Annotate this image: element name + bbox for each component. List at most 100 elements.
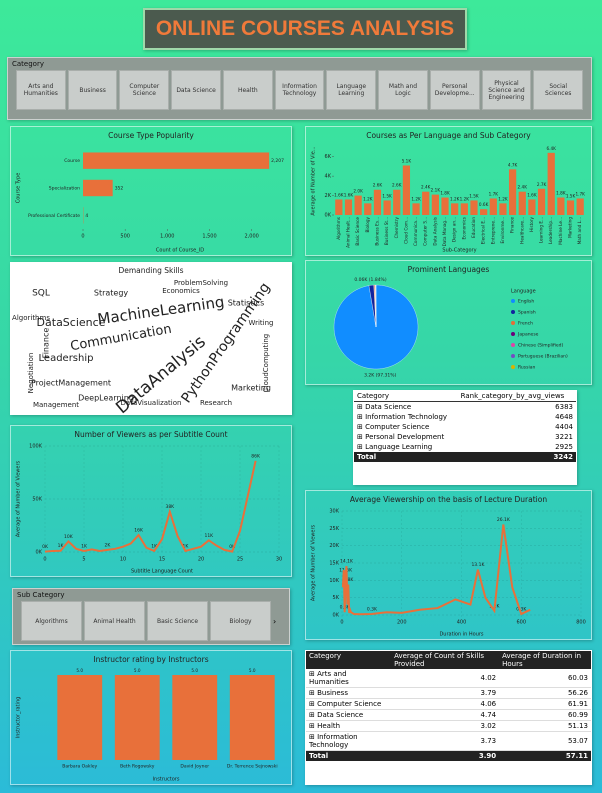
word: CloudComputing	[262, 334, 270, 392]
bar	[335, 199, 343, 215]
legend-label: Chinese (Simplified)	[518, 343, 563, 349]
slicer-button[interactable]: Data Science	[171, 70, 221, 110]
x-tick-label: 20	[198, 557, 204, 563]
bar	[412, 203, 420, 215]
category-slicer: Category Arts and Humanities Business Comp…	[7, 57, 592, 120]
data-label: 0K	[229, 544, 236, 550]
word-cloud: Demanding SkillsMachineLearningDataAnaly…	[12, 266, 274, 418]
data-label: 1.5K	[382, 193, 392, 198]
data-label: 0.3K	[367, 606, 378, 612]
bar	[373, 189, 382, 215]
legend-swatch	[511, 299, 515, 303]
data-label: 2,207	[271, 158, 284, 164]
x-tick-label: Math and L...	[577, 217, 582, 244]
slicer-button[interactable]: Biology	[210, 601, 271, 641]
y-tick-label: 4K	[325, 174, 332, 180]
slicer-button[interactable]: Personal Developme...	[429, 70, 480, 110]
legend-swatch	[511, 365, 515, 369]
slicer-button[interactable]: Language Learning	[326, 70, 377, 110]
data-label: 2.4K	[421, 185, 431, 190]
y-tick-label: 25K	[329, 526, 339, 532]
table-row[interactable]: Information Technology 4648	[354, 412, 576, 422]
legend-swatch	[511, 343, 515, 347]
word: DeepLearning	[78, 394, 134, 403]
x-tick-label: Economics	[461, 217, 466, 239]
legend-label: Japanese	[517, 332, 539, 338]
y-tick-label: 5K	[333, 595, 340, 601]
total-cell: 3.90	[391, 750, 500, 761]
chart-title: Courses as Per Language and Sub Category	[366, 131, 531, 140]
page-title: ONLINE COURSES ANALYSIS	[155, 17, 455, 40]
x-tick-label: Business St...	[384, 217, 389, 245]
slicer-button[interactable]: Basic Science	[147, 601, 208, 641]
slicer-button[interactable]: Information Technology	[274, 70, 325, 110]
slicer-button[interactable]: Algorithms	[21, 601, 82, 641]
chart: Average Viewership on the basis of Lectu…	[311, 495, 586, 638]
bar	[451, 203, 459, 215]
bar	[537, 188, 546, 215]
slicer-button[interactable]: Social Sciences	[533, 70, 584, 110]
bar	[83, 152, 270, 169]
x-tick-label: Entreprene...	[490, 217, 495, 244]
bar	[528, 199, 536, 215]
cell: Information Technology	[354, 412, 458, 422]
table-row[interactable]: Data Science 6383	[354, 402, 576, 413]
y-tick-label: 6K	[325, 154, 332, 160]
word: Management	[33, 401, 79, 409]
data-label: 2.6K	[392, 183, 402, 188]
cell: 61.91	[499, 698, 591, 710]
table-row[interactable]: Computer Science 4404	[354, 422, 576, 432]
bar	[172, 675, 218, 760]
slicer-button[interactable]: Computer Science	[119, 70, 170, 110]
scroll-arrow[interactable]: ›	[273, 616, 277, 626]
data-label: 4	[85, 213, 88, 219]
slicer-button[interactable]: Business	[67, 70, 118, 110]
word: Statistics	[228, 299, 265, 308]
data-label: 2K	[104, 542, 111, 548]
data-label: 1.5K	[566, 193, 576, 198]
chart-panel: Average Viewership on the basis of Lectu…	[305, 490, 592, 640]
x-tick-label: 600	[516, 620, 526, 626]
word: Research	[200, 399, 232, 407]
header-row: Category Rank_category_by_avg_views	[354, 391, 576, 402]
word: DataScience	[37, 316, 106, 329]
word-cloud-panel: Demanding Skills MachineLearning DataAnaly…	[10, 262, 292, 418]
slicer-button[interactable]: Animal Health	[84, 601, 145, 641]
cell: Health	[306, 720, 392, 732]
x-tick-label: Learning E...	[539, 217, 544, 243]
data-label: 1.2K	[450, 196, 460, 201]
data-label: 1.2K	[363, 196, 373, 201]
chart-title: Prominent Languages	[408, 265, 490, 274]
x-tick-label: Computer S...	[423, 217, 428, 246]
data-label: 1.6K	[344, 192, 354, 197]
data-label: 1.6K	[334, 192, 344, 197]
data-label: 5.0	[76, 668, 83, 673]
slicer-button[interactable]: Arts and Humanities	[16, 70, 66, 110]
bar	[431, 194, 439, 215]
word: Finance	[42, 328, 51, 359]
y-axis-title: Instructor_rating	[16, 697, 22, 739]
slicer-button[interactable]: Math and Logic	[378, 70, 428, 110]
x-tick-label: Business Es...	[374, 217, 379, 246]
slicer-button[interactable]: Health	[222, 70, 273, 110]
cell: 60.03	[499, 669, 591, 688]
bar	[344, 199, 353, 215]
word: Negotiation	[27, 353, 35, 394]
slicer-button[interactable]: Physical Science and Engineering	[481, 70, 532, 110]
cell: 3221	[555, 433, 573, 441]
cell: Personal Development	[354, 432, 458, 442]
x-tick-label: Education	[471, 217, 476, 238]
data-label: 16K	[134, 528, 144, 534]
table-row[interactable]: Personal Development 3221	[354, 432, 576, 442]
table-row[interactable]: Language Learning 2925	[354, 442, 576, 452]
x-tick-label: 2,000	[245, 234, 259, 240]
cell: 53.07	[499, 731, 591, 751]
bar	[364, 203, 372, 215]
chart: Prominent Languages 3.2K (97.31%) 0.06K (1…	[333, 265, 568, 378]
